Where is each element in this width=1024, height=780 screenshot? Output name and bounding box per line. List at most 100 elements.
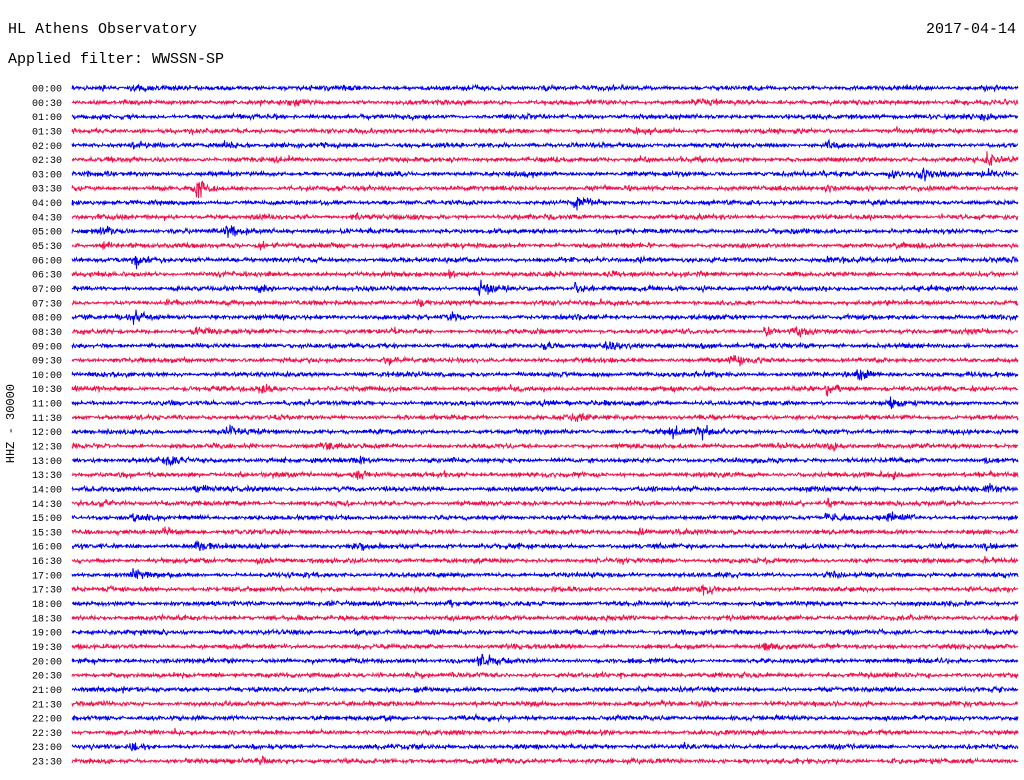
row-label-1130: 11:30 (32, 414, 62, 425)
row-label-0430: 04:30 (32, 213, 62, 224)
row-label-2330: 23:30 (32, 758, 62, 769)
trace-0200 (71, 138, 1019, 150)
row-label-1400: 14:00 (32, 485, 62, 496)
row-label-0130: 01:30 (32, 127, 62, 138)
trace-0000 (71, 83, 1019, 93)
trace-2200 (71, 712, 1019, 724)
row-label-0830: 08:30 (32, 328, 62, 339)
row-label-0230: 02:30 (32, 156, 62, 167)
trace-0830 (71, 325, 1019, 338)
row-label-0100: 01:00 (32, 113, 62, 124)
row-label-0700: 07:00 (32, 285, 62, 296)
trace-1300 (71, 455, 1019, 467)
trace-1500 (71, 511, 1019, 523)
trace-2100 (71, 684, 1019, 694)
row-label-0200: 02:00 (32, 142, 62, 153)
record-date: 2017-04-14 (925, 21, 1016, 38)
trace-1830 (71, 613, 1019, 623)
trace-1130 (71, 412, 1019, 422)
trace-0330 (71, 180, 1019, 199)
row-label-1700: 17:00 (32, 571, 62, 582)
trace-0630 (71, 269, 1019, 279)
row-label-2130: 21:30 (32, 700, 62, 711)
row-label-0030: 00:30 (32, 99, 62, 110)
trace-1800 (71, 599, 1019, 609)
row-label-1800: 18:00 (32, 600, 62, 611)
filter-caption: Applied filter: WWSSN-SP (8, 51, 225, 68)
row-label-1830: 18:30 (32, 614, 62, 625)
row-label-0600: 06:00 (32, 256, 62, 267)
trace-1030 (71, 383, 1019, 397)
row-label-0800: 08:00 (32, 314, 62, 325)
trace-2130 (71, 699, 1019, 709)
row-label-0000: 00:00 (32, 85, 62, 96)
trace-0530 (71, 240, 1019, 251)
row-label-0630: 06:30 (32, 271, 62, 282)
trace-1700 (71, 568, 1019, 580)
trace-0130 (71, 126, 1019, 136)
row-label-2300: 23:00 (32, 743, 62, 754)
row-label-1930: 19:30 (32, 643, 62, 654)
trace-2230 (71, 727, 1019, 737)
row-label-2230: 22:30 (32, 729, 62, 740)
trace-0700 (71, 279, 1019, 297)
trace-1400 (71, 483, 1019, 494)
row-label-0330: 03:30 (32, 185, 62, 196)
station-title: HL Athens Observatory (8, 21, 198, 38)
trace-0430 (71, 212, 1019, 222)
trace-0730 (71, 298, 1019, 308)
trace-0230 (71, 151, 1019, 167)
trace-2000 (71, 653, 1019, 667)
trace-0600 (71, 254, 1019, 270)
trace-2330 (71, 755, 1019, 766)
row-label-1900: 19:00 (32, 629, 62, 640)
row-label-1030: 10:30 (32, 385, 62, 396)
trace-0500 (71, 225, 1019, 238)
trace-1630 (71, 555, 1019, 566)
row-label-0730: 07:30 (32, 299, 62, 310)
trace-0300 (71, 167, 1019, 182)
row-label-0930: 09:30 (32, 357, 62, 368)
row-label-1000: 10:00 (32, 371, 62, 382)
trace-2030 (71, 670, 1019, 680)
trace-1900 (71, 627, 1019, 637)
trace-1730 (71, 584, 1019, 596)
trace-1930 (71, 642, 1019, 651)
trace-1100 (71, 396, 1019, 410)
row-label-1730: 17:30 (32, 586, 62, 597)
trace-0930 (71, 354, 1019, 367)
row-label-2000: 20:00 (32, 657, 62, 668)
trace-2300 (71, 741, 1019, 752)
row-label-1200: 12:00 (32, 428, 62, 439)
row-label-1100: 11:00 (32, 400, 62, 411)
row-label-1300: 13:00 (32, 457, 62, 468)
row-label-1600: 16:00 (32, 543, 62, 554)
row-label-1530: 15:30 (32, 528, 62, 539)
row-label-0500: 05:00 (32, 228, 62, 239)
row-label-0300: 03:00 (32, 170, 62, 181)
trace-1230 (71, 441, 1019, 452)
row-label-1430: 14:30 (32, 500, 62, 511)
row-label-1500: 15:00 (32, 514, 62, 525)
row-label-1230: 12:30 (32, 443, 62, 454)
row-label-2200: 22:00 (32, 715, 62, 726)
row-label-0900: 09:00 (32, 342, 62, 353)
row-label-0400: 04:00 (32, 199, 62, 210)
row-label-2030: 20:30 (32, 672, 62, 683)
row-label-2100: 21:00 (32, 686, 62, 697)
trace-1530 (71, 526, 1019, 537)
trace-0400 (71, 196, 1019, 211)
trace-0100 (71, 111, 1019, 122)
trace-0030 (71, 97, 1019, 108)
row-label-0530: 05:30 (32, 242, 62, 253)
trace-1000 (71, 368, 1019, 381)
row-label-1330: 13:30 (32, 471, 62, 482)
trace-1600 (71, 539, 1019, 552)
row-label-1630: 16:30 (32, 557, 62, 568)
trace-1200 (71, 424, 1019, 441)
trace-0900 (71, 341, 1019, 351)
trace-1430 (71, 497, 1019, 508)
trace-1330 (71, 469, 1019, 481)
